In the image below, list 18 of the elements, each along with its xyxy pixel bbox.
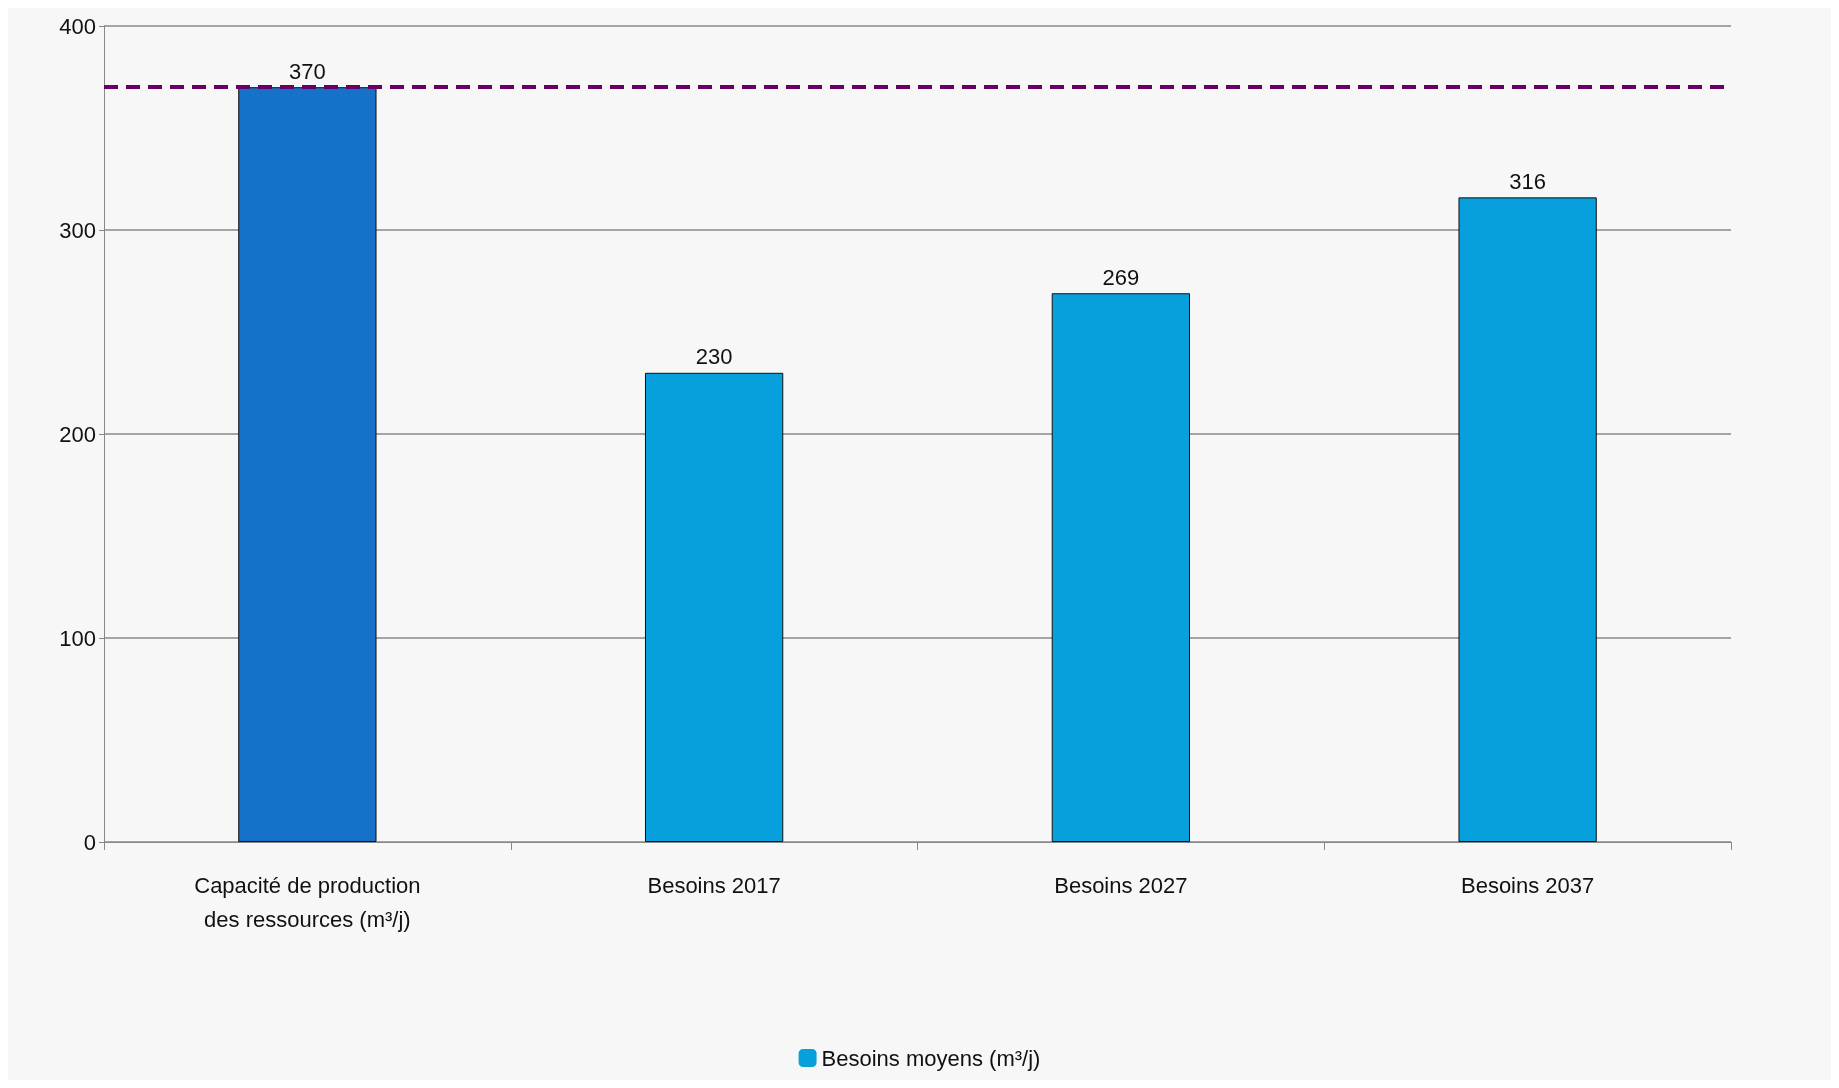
data-label: 269 [1102, 264, 1140, 290]
bar [1458, 197, 1597, 842]
bar [644, 372, 784, 842]
y-tick-label: 400 [59, 13, 96, 39]
bar [238, 87, 377, 842]
y-tick-label: 200 [59, 421, 96, 447]
data-label: 370 [289, 58, 326, 84]
x-tick-label: Besoins 2037 [1460, 872, 1595, 898]
y-tick-label: 300 [59, 217, 96, 243]
data-label: 230 [695, 344, 733, 370]
x-tick-label: Besoins 2027 [1054, 872, 1188, 898]
data-label: 316 [1509, 168, 1546, 194]
legend-label: Besoins moyens (m³/j) [821, 1045, 1041, 1071]
x-tick-label: Besoins 2017 [647, 872, 781, 898]
y-tick-label: 100 [59, 625, 96, 651]
x-tick-label: Capacité de production des ressources (m³/j) [194, 872, 421, 932]
y-tick-label: 0 [83, 829, 96, 855]
bar [1051, 293, 1191, 842]
